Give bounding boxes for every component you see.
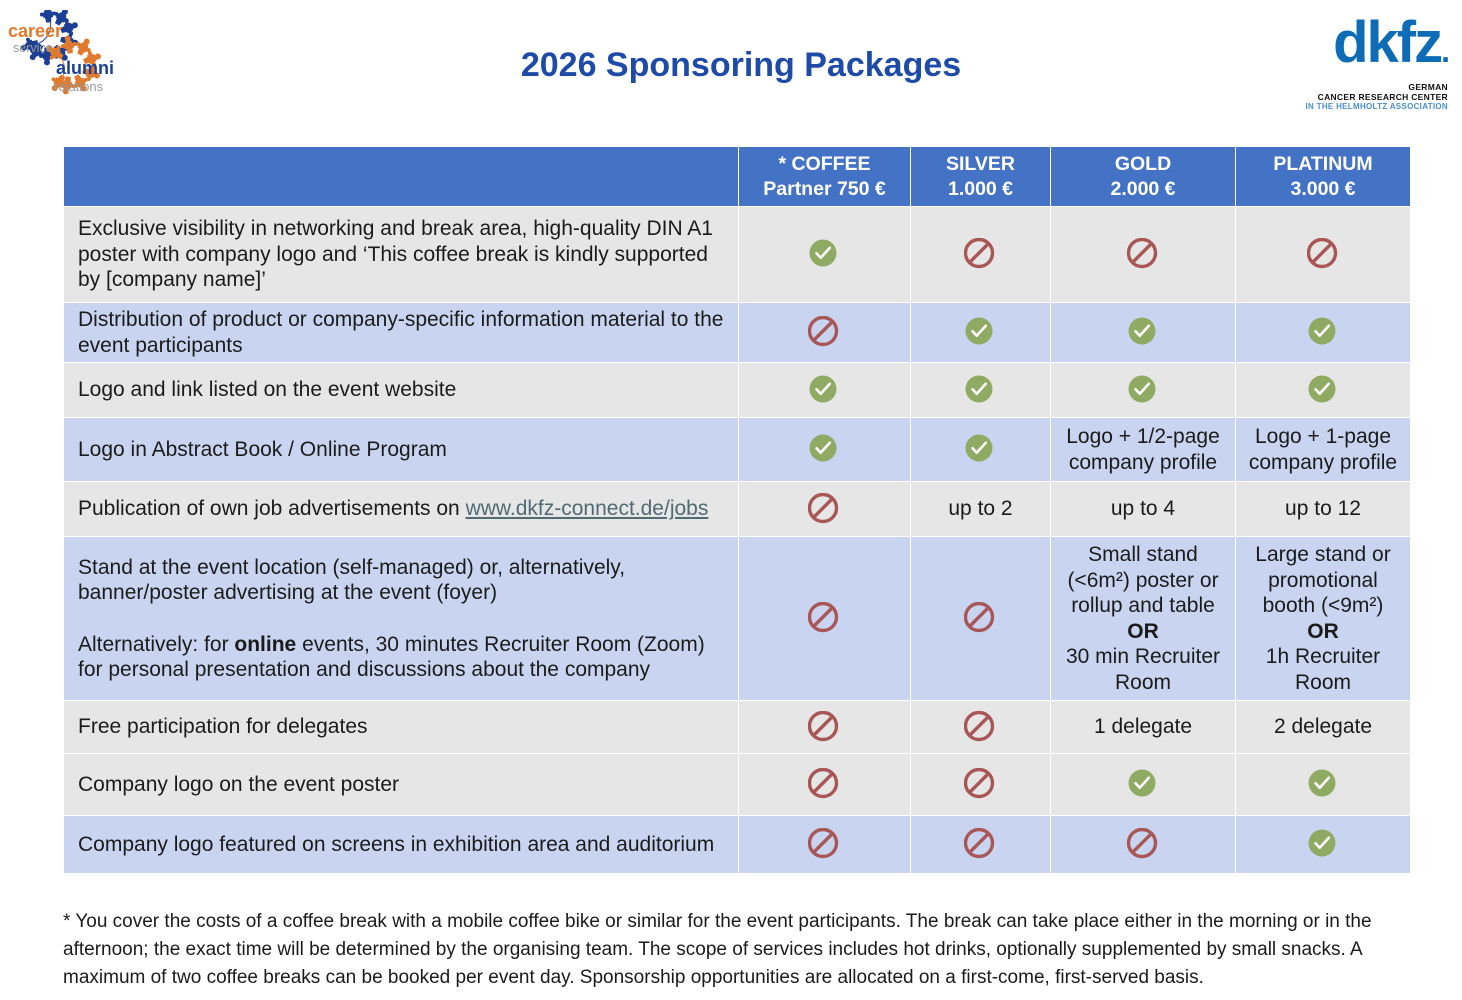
svg-text:relations: relations [54, 79, 104, 94]
svg-text:alumni: alumni [56, 58, 114, 78]
svg-text:career: career [8, 21, 62, 41]
svg-text:service: service [13, 41, 53, 55]
